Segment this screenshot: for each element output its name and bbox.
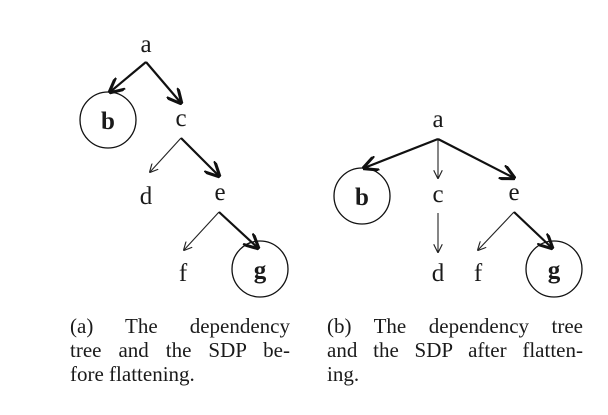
tree-a-node-g-circle xyxy=(231,240,289,298)
caption-a: (a) The dependency tree and the SDP be- … xyxy=(70,314,290,386)
tree-a-node-a: a xyxy=(140,31,151,58)
caption-a-line-3: fore flattening. xyxy=(70,362,195,386)
tree-a-node-f: f xyxy=(179,260,188,287)
tree-a-node-d: d xyxy=(140,183,153,210)
tree-b-node-g-circle xyxy=(525,240,583,298)
tree-a-node-g: g xyxy=(254,257,267,284)
tree-a-node-e: e xyxy=(214,179,225,206)
tree-a-edge-c-e xyxy=(180,137,219,176)
caption-a-line-2: tree and the SDP be- xyxy=(70,338,290,362)
tree-a-edge-a-c xyxy=(145,61,181,103)
caption-b-line-1: (b) The dependency tree xyxy=(327,314,583,338)
tree-b-node-d: d xyxy=(432,260,445,287)
tree-b-edge-e-f xyxy=(478,211,515,250)
caption-a-line-1: (a) The dependency xyxy=(70,314,290,338)
tree-b-node-a: a xyxy=(432,106,443,133)
tree-a: a b c d e f g xyxy=(79,31,289,298)
tree-a-edge-a-b xyxy=(110,61,147,92)
tree-a-node-b: b xyxy=(101,108,115,135)
tree-b-node-b-circle xyxy=(333,167,391,225)
tree-a-edge-e-f xyxy=(184,211,220,250)
tree-b-node-b: b xyxy=(355,184,369,211)
tree-b-edge-a-e xyxy=(437,138,514,178)
caption-b-line-2: and the SDP after flatten- xyxy=(327,338,583,362)
tree-a-edge-c-d xyxy=(150,137,182,172)
tree-b-edge-a-b xyxy=(364,137,439,168)
tree-a-node-c: c xyxy=(175,105,186,132)
caption-b-line-3: ing. xyxy=(327,362,360,386)
tree-b-node-f: f xyxy=(474,260,483,287)
tree-a-node-b-circle xyxy=(79,91,137,149)
tree-b: a b c d e f g xyxy=(333,106,583,298)
tree-b-node-e: e xyxy=(508,179,519,206)
caption-b: (b) The dependency tree and the SDP afte… xyxy=(327,314,583,386)
tree-b-node-g: g xyxy=(548,257,561,284)
tree-b-node-c: c xyxy=(432,181,443,208)
